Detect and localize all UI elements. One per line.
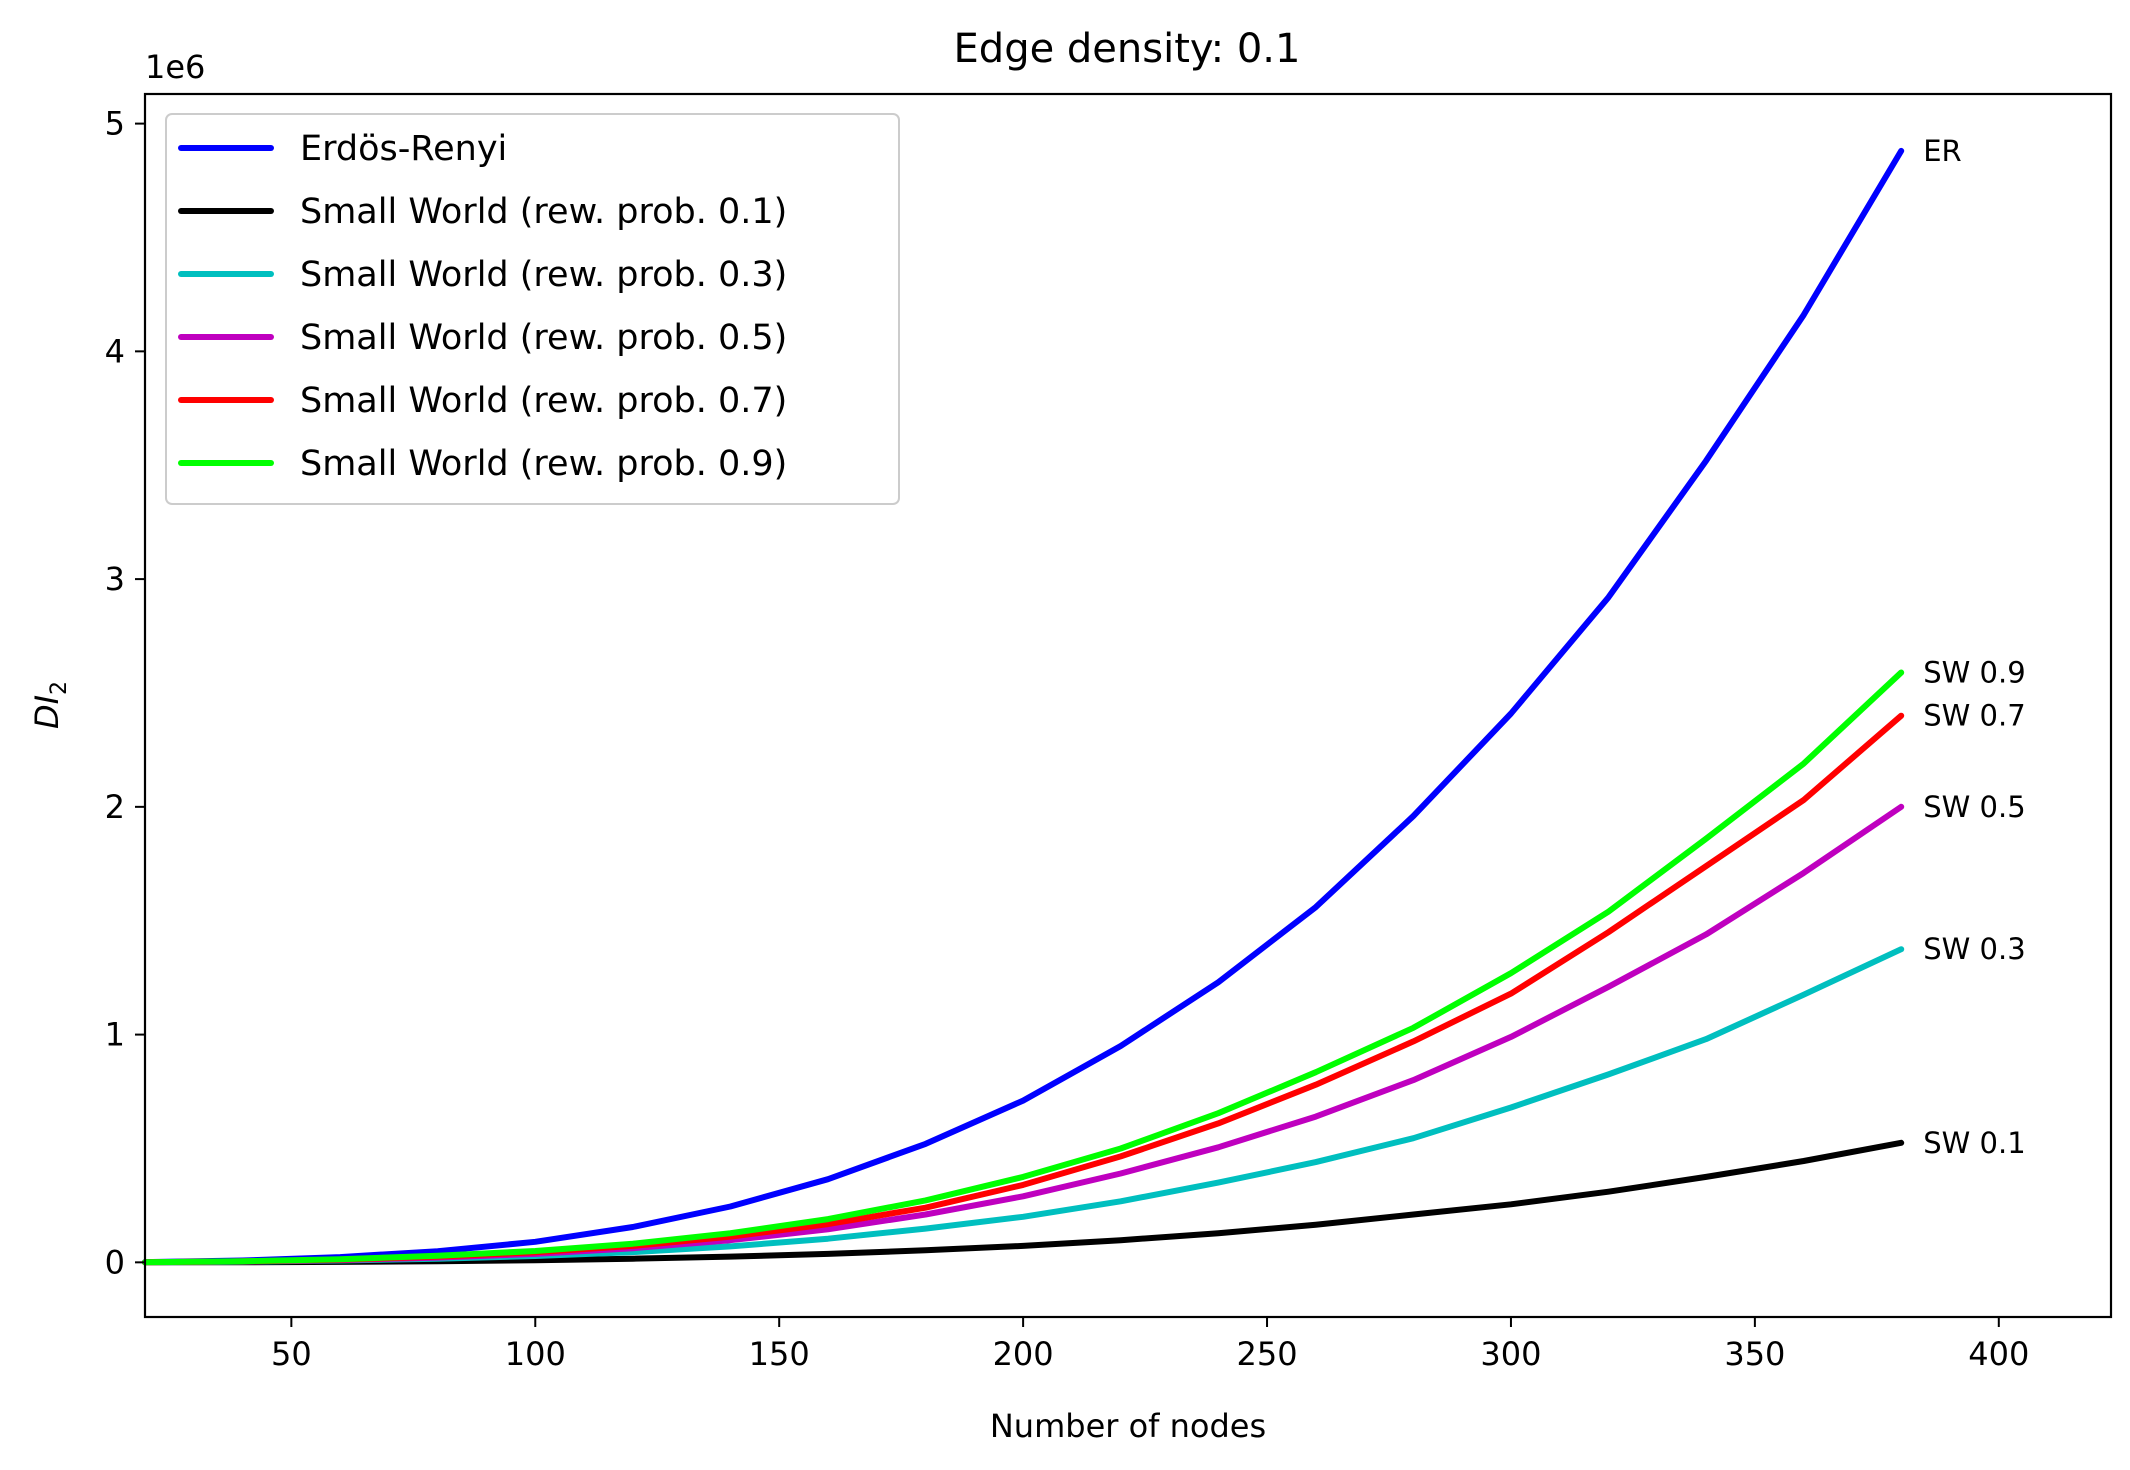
y-axis-label-subscript: 2 [47, 681, 72, 695]
x-tick-label: 400 [1968, 1335, 2029, 1373]
end-label-sw-0-3: SW 0.3 [1923, 932, 2025, 966]
chart-title: Edge density: 0.1 [954, 26, 1301, 72]
y-tick-label: 0 [105, 1243, 125, 1281]
y-tick-label: 2 [105, 788, 125, 826]
legend-label: Small World (rew. prob. 0.5) [300, 318, 787, 358]
y-axis-label-main: DI [28, 695, 66, 729]
end-labels: ER SW 0.1 SW 0.3 SW 0.5 SW 0.7 SW 0.9 [1923, 134, 2025, 1160]
legend-label: Erdös-Renyi [300, 129, 507, 169]
y-axis-label: DI2 [28, 681, 72, 729]
plot-frame [143, 92, 2113, 1319]
y-tick-label: 3 [105, 560, 125, 598]
y-offset-text: 1e6 [145, 48, 205, 86]
x-tick-label: 50 [271, 1335, 312, 1373]
legend-label: Small World (rew. prob. 0.1) [300, 192, 787, 232]
x-axis-label: Number of nodes [990, 1407, 1266, 1445]
end-label-sw-0-9: SW 0.9 [1923, 655, 2025, 689]
x-tick-label: 250 [1236, 1335, 1297, 1373]
series-line-sw-0-9 [142, 669, 1905, 1266]
legend-label: Small World (rew. prob. 0.3) [300, 255, 787, 295]
end-label-er: ER [1923, 134, 1961, 168]
y-axis: 0 1 2 3 4 5 [105, 105, 145, 1281]
x-tick-label: 100 [505, 1335, 566, 1373]
legend: Erdös-Renyi Small World (rew. prob. 0.1) S… [165, 113, 900, 505]
legend-label: Small World (rew. prob. 0.7) [300, 381, 787, 421]
x-tick-label: 350 [1724, 1335, 1785, 1373]
x-tick-label: 150 [749, 1335, 810, 1373]
y-tick-label: 5 [105, 105, 125, 143]
y-tick-label: 1 [105, 1016, 125, 1054]
x-tick-label: 300 [1480, 1335, 1541, 1373]
y-tick-label: 4 [105, 332, 125, 370]
end-label-sw-0-1: SW 0.1 [1923, 1126, 2025, 1160]
legend-label: Small World (rew. prob. 0.9) [300, 444, 787, 484]
end-label-sw-0-5: SW 0.5 [1923, 790, 2025, 824]
legend-box [165, 113, 900, 505]
series-layer [142, 147, 1905, 1266]
end-label-sw-0-7: SW 0.7 [1923, 699, 2025, 733]
x-tick-label: 200 [993, 1335, 1054, 1373]
x-axis: 50 100 150 200 250 300 350 400 [271, 1317, 2029, 1373]
series-line-er [142, 147, 1905, 1266]
